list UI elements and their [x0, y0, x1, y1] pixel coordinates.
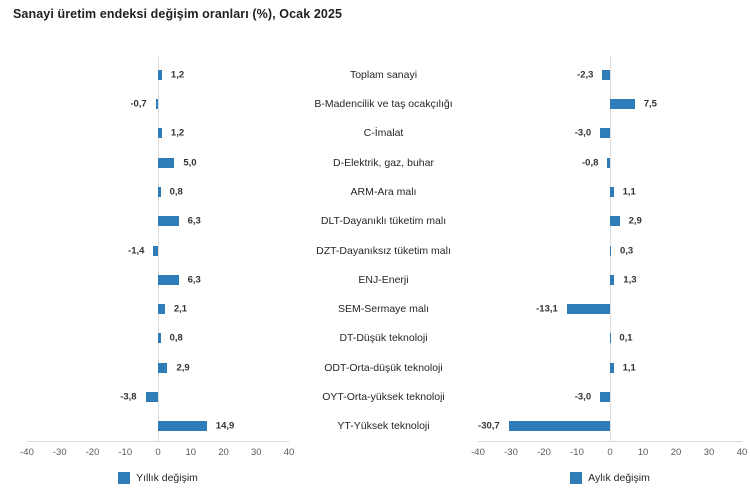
value-label: -0,8	[582, 157, 599, 169]
bar	[610, 98, 635, 109]
bar	[158, 304, 165, 315]
bar	[610, 216, 620, 227]
axis-tick-label: -10	[118, 447, 133, 458]
bar	[158, 421, 207, 432]
monthly-change-plot: -2,3 7,5 -3,0 -0,8 1,1 2,9 0,3 1,3 -13,1 0,1 1,1 -3…	[478, 56, 742, 442]
bar	[600, 392, 610, 403]
bar	[158, 157, 175, 168]
value-label: -3,0	[574, 391, 592, 403]
value-label: 5,0	[183, 157, 197, 169]
axis-tick-label: 30	[703, 447, 715, 458]
legend-swatch-icon	[570, 472, 583, 484]
bar	[566, 304, 610, 315]
category-label: YT-Yüksek teknoloji	[337, 420, 430, 433]
value-label: -3,8	[120, 391, 137, 403]
category-label: OYT-Orta-yüksek teknoloji	[322, 391, 445, 404]
value-label: 1,1	[622, 362, 636, 374]
value-label: 14,9	[215, 420, 235, 432]
bar	[158, 128, 162, 139]
bar	[602, 69, 610, 80]
value-label: 0,1	[619, 332, 633, 344]
axis-tick-label: 40	[283, 447, 295, 458]
value-label: 0,8	[169, 186, 183, 198]
value-label: 2,9	[176, 362, 190, 374]
axis-tick-label: 20	[670, 447, 682, 458]
zero-gridline	[157, 56, 159, 442]
value-label: 2,1	[173, 303, 188, 315]
axis-tick-label: 0	[155, 447, 161, 458]
value-label: 1,1	[622, 186, 636, 198]
bar	[508, 421, 610, 432]
value-label: 6,3	[187, 274, 201, 286]
category-labels: Toplam sanayi B-Madencilik ve taş ocakçıl…	[289, 60, 478, 441]
axis-tick-label: -40	[20, 447, 34, 458]
value-label: -3,0	[574, 127, 592, 139]
category-label: DT-Düşük teknoloji	[339, 332, 428, 345]
axis-tick-label: -40	[471, 447, 485, 458]
bar	[610, 274, 615, 285]
axis-tick-label: -10	[570, 447, 584, 458]
bar	[153, 245, 158, 256]
axis-tick-label: 0	[607, 447, 613, 458]
monthly-change-x-axis: -40 -30 -20 -10 0 10 20 30 40	[471, 441, 747, 460]
bar	[610, 186, 614, 197]
bar	[610, 245, 611, 256]
value-label: -13,1	[536, 303, 558, 315]
axis-tick-label: -30	[504, 447, 518, 458]
axis-tick-label: 30	[250, 447, 262, 458]
bar	[610, 333, 611, 344]
chart-title: Sanayi üretim endeksi değişim oranları (…	[13, 7, 343, 21]
value-label: -2,3	[577, 69, 594, 81]
monthly-change-legend: Aylık değişim	[478, 471, 742, 485]
category-label: SEM-Sermaye malı	[337, 303, 430, 316]
bar	[158, 333, 161, 344]
bar	[610, 362, 614, 373]
axis-tick-label: 20	[218, 447, 229, 458]
bar	[158, 186, 161, 197]
value-label: 0,3	[619, 245, 634, 256]
value-label: 6,3	[187, 215, 201, 227]
value-label: 0,8	[169, 332, 183, 344]
bar	[158, 362, 168, 373]
value-label: -1,4	[128, 245, 145, 256]
axis-tick-label: 40	[736, 447, 748, 458]
axis-tick-label: -20	[537, 447, 551, 458]
axis-tick-label: 10	[637, 447, 649, 458]
category-label: ENJ-Enerji	[358, 273, 409, 286]
category-label: ODT-Orta-düşük teknoloji	[324, 361, 443, 374]
category-label: DLT-Dayanıklı tüketim malı	[320, 215, 447, 228]
category-label: B-Madencilik ve taş ocakçılığı	[314, 97, 453, 110]
bar	[155, 98, 158, 109]
bar	[600, 128, 610, 139]
legend-swatch-icon	[118, 472, 131, 484]
category-label: C-İmalat	[363, 127, 404, 140]
bar	[158, 274, 179, 285]
category-label: DZT-Dayanıksız tüketim malı	[316, 244, 451, 257]
legend-label: Yıllık değişim	[136, 472, 198, 484]
bar	[145, 392, 158, 403]
annual-change-plot: 1,2 -0,7 1,2 5,0 0,8 6,3 -1,4 6,3 2,1 0,8 2,9 -3,8 1…	[27, 56, 289, 442]
value-label: 1,3	[623, 274, 637, 286]
axis-tick-label: -20	[85, 447, 100, 458]
value-label: -0,7	[130, 98, 147, 110]
bar	[607, 157, 610, 168]
axis-tick-label: 10	[185, 447, 197, 458]
value-label: 1,2	[170, 127, 185, 139]
value-label: 2,9	[628, 215, 642, 227]
bar	[158, 69, 162, 80]
legend-label: Aylık değişim	[588, 472, 650, 484]
annual-change-x-axis: -40 -30 -20 -10 0 10 20 30 40	[20, 441, 294, 460]
bar	[158, 216, 179, 227]
category-label: ARM-Ara malı	[350, 185, 417, 198]
value-label: -30,7	[478, 420, 500, 432]
value-label: 1,2	[170, 69, 185, 81]
category-label: Toplam sanayi	[349, 68, 418, 81]
value-label: 7,5	[643, 98, 657, 110]
axis-tick-label: -30	[52, 447, 67, 458]
category-label: D-Elektrik, gaz, buhar	[333, 156, 434, 169]
annual-change-legend: Yıllık değişim	[27, 471, 289, 485]
